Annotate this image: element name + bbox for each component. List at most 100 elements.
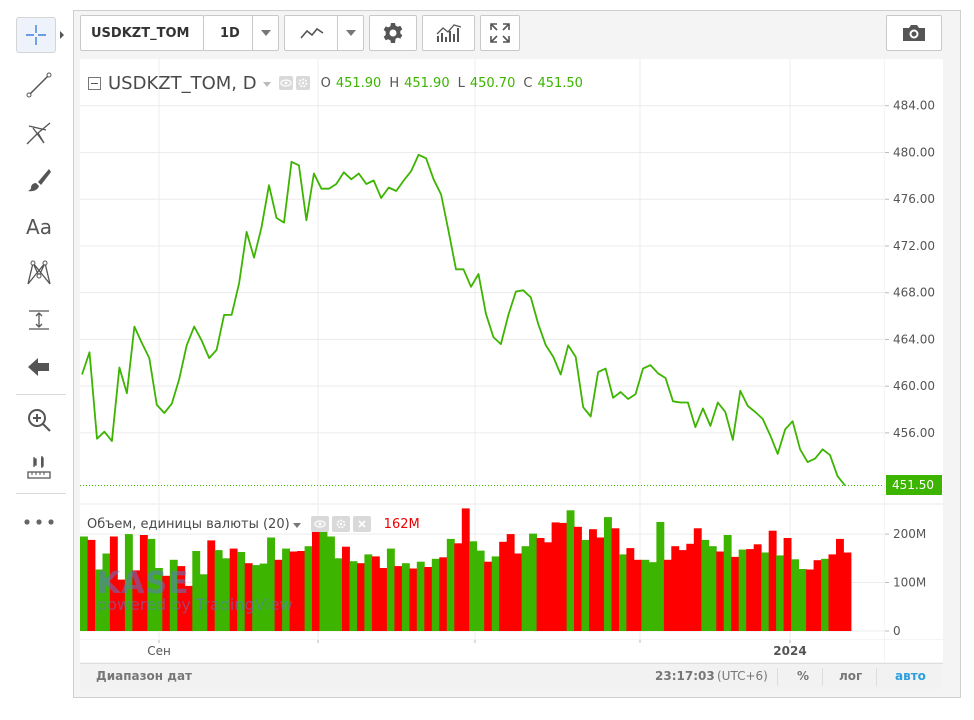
close-icon[interactable] (352, 516, 371, 532)
volume-bar (731, 556, 740, 631)
volume-pane[interactable] (80, 505, 884, 639)
log-toggle[interactable]: лог (839, 669, 863, 683)
chevron-down-icon[interactable] (252, 16, 278, 50)
chevron-down-icon[interactable] (262, 81, 271, 87)
eye-icon[interactable] (278, 76, 293, 90)
gear-icon[interactable] (295, 76, 310, 90)
volume-legend-title[interactable]: Объем, единицы валюты (20) (87, 516, 290, 532)
volume-bar (768, 530, 777, 631)
price-tick-label: 460.00 (893, 379, 935, 393)
status-divider (822, 668, 823, 686)
close-label: C (523, 75, 533, 91)
volume-bar (536, 538, 545, 631)
chart-style-button[interactable] (284, 15, 364, 51)
trend-line-icon[interactable] (18, 66, 60, 104)
volume-bar (327, 536, 335, 631)
volume-chart (80, 505, 884, 639)
volume-bar (798, 569, 807, 631)
volume-bar (334, 558, 343, 631)
status-divider (777, 668, 778, 686)
volume-bar (611, 528, 620, 631)
symbol-search-button[interactable]: USDKZT_TOM (80, 15, 204, 51)
pitchfork-icon[interactable] (18, 113, 60, 151)
main-legend: USDKZT_TOM, D O 451.90 H 451.90 L 450.70… (88, 71, 583, 95)
volume-bar (551, 522, 560, 631)
volume-axis-scale: 0 100M 200M (885, 527, 926, 638)
tool-expand-arrow[interactable] (60, 31, 64, 39)
measure-icon[interactable] (18, 301, 60, 339)
volume-bar (207, 540, 216, 631)
fullscreen-button[interactable] (480, 15, 520, 51)
toolbar-divider (16, 394, 66, 395)
volume-bar (446, 538, 455, 631)
auto-scale-toggle[interactable]: авто (895, 669, 926, 683)
eye-icon[interactable] (310, 516, 329, 532)
price-tick-label: 476.00 (893, 192, 935, 206)
volume-bar (364, 554, 373, 631)
timezone[interactable]: (UTC+6) (717, 669, 768, 683)
volume-bar (229, 548, 238, 631)
zoom-icon[interactable] (18, 401, 60, 439)
volume-bar (686, 543, 695, 631)
legend-symbol[interactable]: USDKZT_TOM, D (108, 72, 257, 94)
more-icon[interactable] (18, 503, 60, 541)
collapse-legend-icon[interactable] (88, 76, 101, 90)
price-pane[interactable] (80, 59, 884, 503)
remove-drawings-icon[interactable] (18, 348, 60, 386)
volume-bar (214, 550, 223, 631)
ruler-icon[interactable] (18, 448, 60, 486)
time-axis[interactable]: Сен 2024 (80, 640, 884, 662)
snapshot-button[interactable] (886, 15, 942, 51)
volume-bar (386, 548, 395, 631)
time-tick-label: 2024 (773, 644, 806, 658)
volume-bar (776, 555, 784, 631)
volume-bar (192, 551, 201, 631)
clock-time: 23:17:03 (655, 669, 715, 683)
volume-bar (282, 548, 290, 631)
volume-axis[interactable]: 0 100M 200M (885, 505, 943, 639)
camera-icon (903, 25, 925, 41)
high-value: 451.90 (404, 75, 450, 91)
volume-bar (738, 549, 747, 631)
volume-bar (506, 534, 515, 631)
price-line (81, 153, 846, 487)
volume-bar (102, 553, 111, 631)
status-divider (876, 668, 877, 686)
volume-bar (454, 543, 463, 631)
price-axis-scale: 456.00 460.00 464.00 468.00 472.00 476.00 480.… (885, 99, 935, 440)
chevron-down-icon[interactable] (292, 522, 301, 528)
percent-toggle[interactable]: % (797, 669, 810, 683)
volume-bar (259, 563, 268, 631)
volume-bar (708, 546, 717, 631)
volume-tick-label: 200M (893, 527, 926, 541)
status-bar: Диапазон дат 23:17:03 (UTC+6) % лог авто (80, 663, 943, 689)
interval-button[interactable]: 1D (203, 15, 279, 51)
volume-tick-label: 0 (893, 624, 901, 638)
settings-button[interactable] (369, 15, 417, 51)
volume-bar (656, 522, 665, 631)
text-tool-icon[interactable]: Aa (26, 215, 52, 239)
time-tick-label: Сен (147, 644, 171, 658)
volume-bar (806, 569, 814, 631)
volume-bar (469, 541, 478, 631)
crosshair-icon[interactable] (16, 17, 56, 53)
volume-bar (409, 568, 418, 631)
volume-bar (476, 550, 485, 631)
time-axis-scale: Сен 2024 (147, 640, 807, 658)
volume-bar (199, 574, 208, 631)
date-range-button[interactable]: Диапазон дат (96, 669, 193, 683)
gear-icon[interactable] (331, 516, 350, 532)
brush-icon[interactable] (18, 161, 60, 199)
volume-bar (581, 539, 590, 631)
price-tick-label: 464.00 (893, 332, 935, 346)
pattern-icon[interactable] (18, 254, 60, 292)
volume-bar (641, 559, 650, 631)
volume-bar (379, 568, 388, 631)
volume-bar (312, 528, 320, 631)
chevron-down-icon[interactable] (337, 16, 363, 50)
last-price-label: 451.50 (886, 475, 942, 496)
indicators-button[interactable] (422, 15, 475, 51)
indicators-icon (436, 24, 461, 42)
price-axis[interactable]: 456.00 460.00 464.00 468.00 472.00 476.00 480.… (885, 59, 943, 503)
